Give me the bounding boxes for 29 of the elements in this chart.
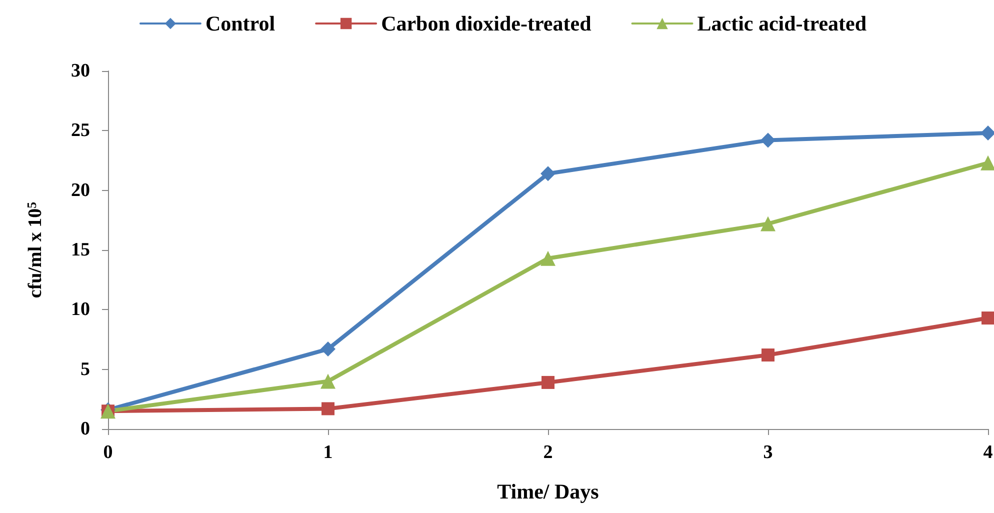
- point: [980, 155, 994, 170]
- y-tick-label: 0: [80, 418, 90, 440]
- x-tick-label: 1: [323, 442, 333, 463]
- point: [322, 402, 334, 416]
- y-tick-label: 25: [71, 120, 90, 142]
- point: [980, 126, 994, 141]
- point: [982, 312, 994, 325]
- point: [540, 250, 556, 266]
- point: [540, 166, 556, 182]
- y-tick-label: 30: [71, 60, 90, 82]
- y-tick-label: 10: [71, 299, 90, 320]
- legend-label: Lactic acid-treated: [697, 12, 867, 36]
- x-axis-title: Time/ Days: [497, 480, 599, 504]
- point: [320, 374, 336, 389]
- y-tick-label: 15: [71, 240, 90, 260]
- x-tick-label: 2: [543, 442, 553, 463]
- y-tick-label: 5: [80, 358, 90, 380]
- point: [760, 132, 776, 148]
- point: [760, 216, 776, 232]
- x-tick-label: 0: [103, 442, 113, 463]
- point: [762, 348, 774, 362]
- point: [320, 342, 336, 357]
- legend-label: Control: [205, 12, 276, 36]
- x-tick-label: 3: [763, 442, 773, 463]
- y-tick-label: 20: [71, 180, 90, 201]
- legend-label: Carbon dioxide-treated: [381, 12, 592, 36]
- point: [542, 376, 554, 389]
- x-tick-label: 4: [983, 442, 994, 463]
- y-axis-title: cfu/ml x 105: [24, 201, 46, 298]
